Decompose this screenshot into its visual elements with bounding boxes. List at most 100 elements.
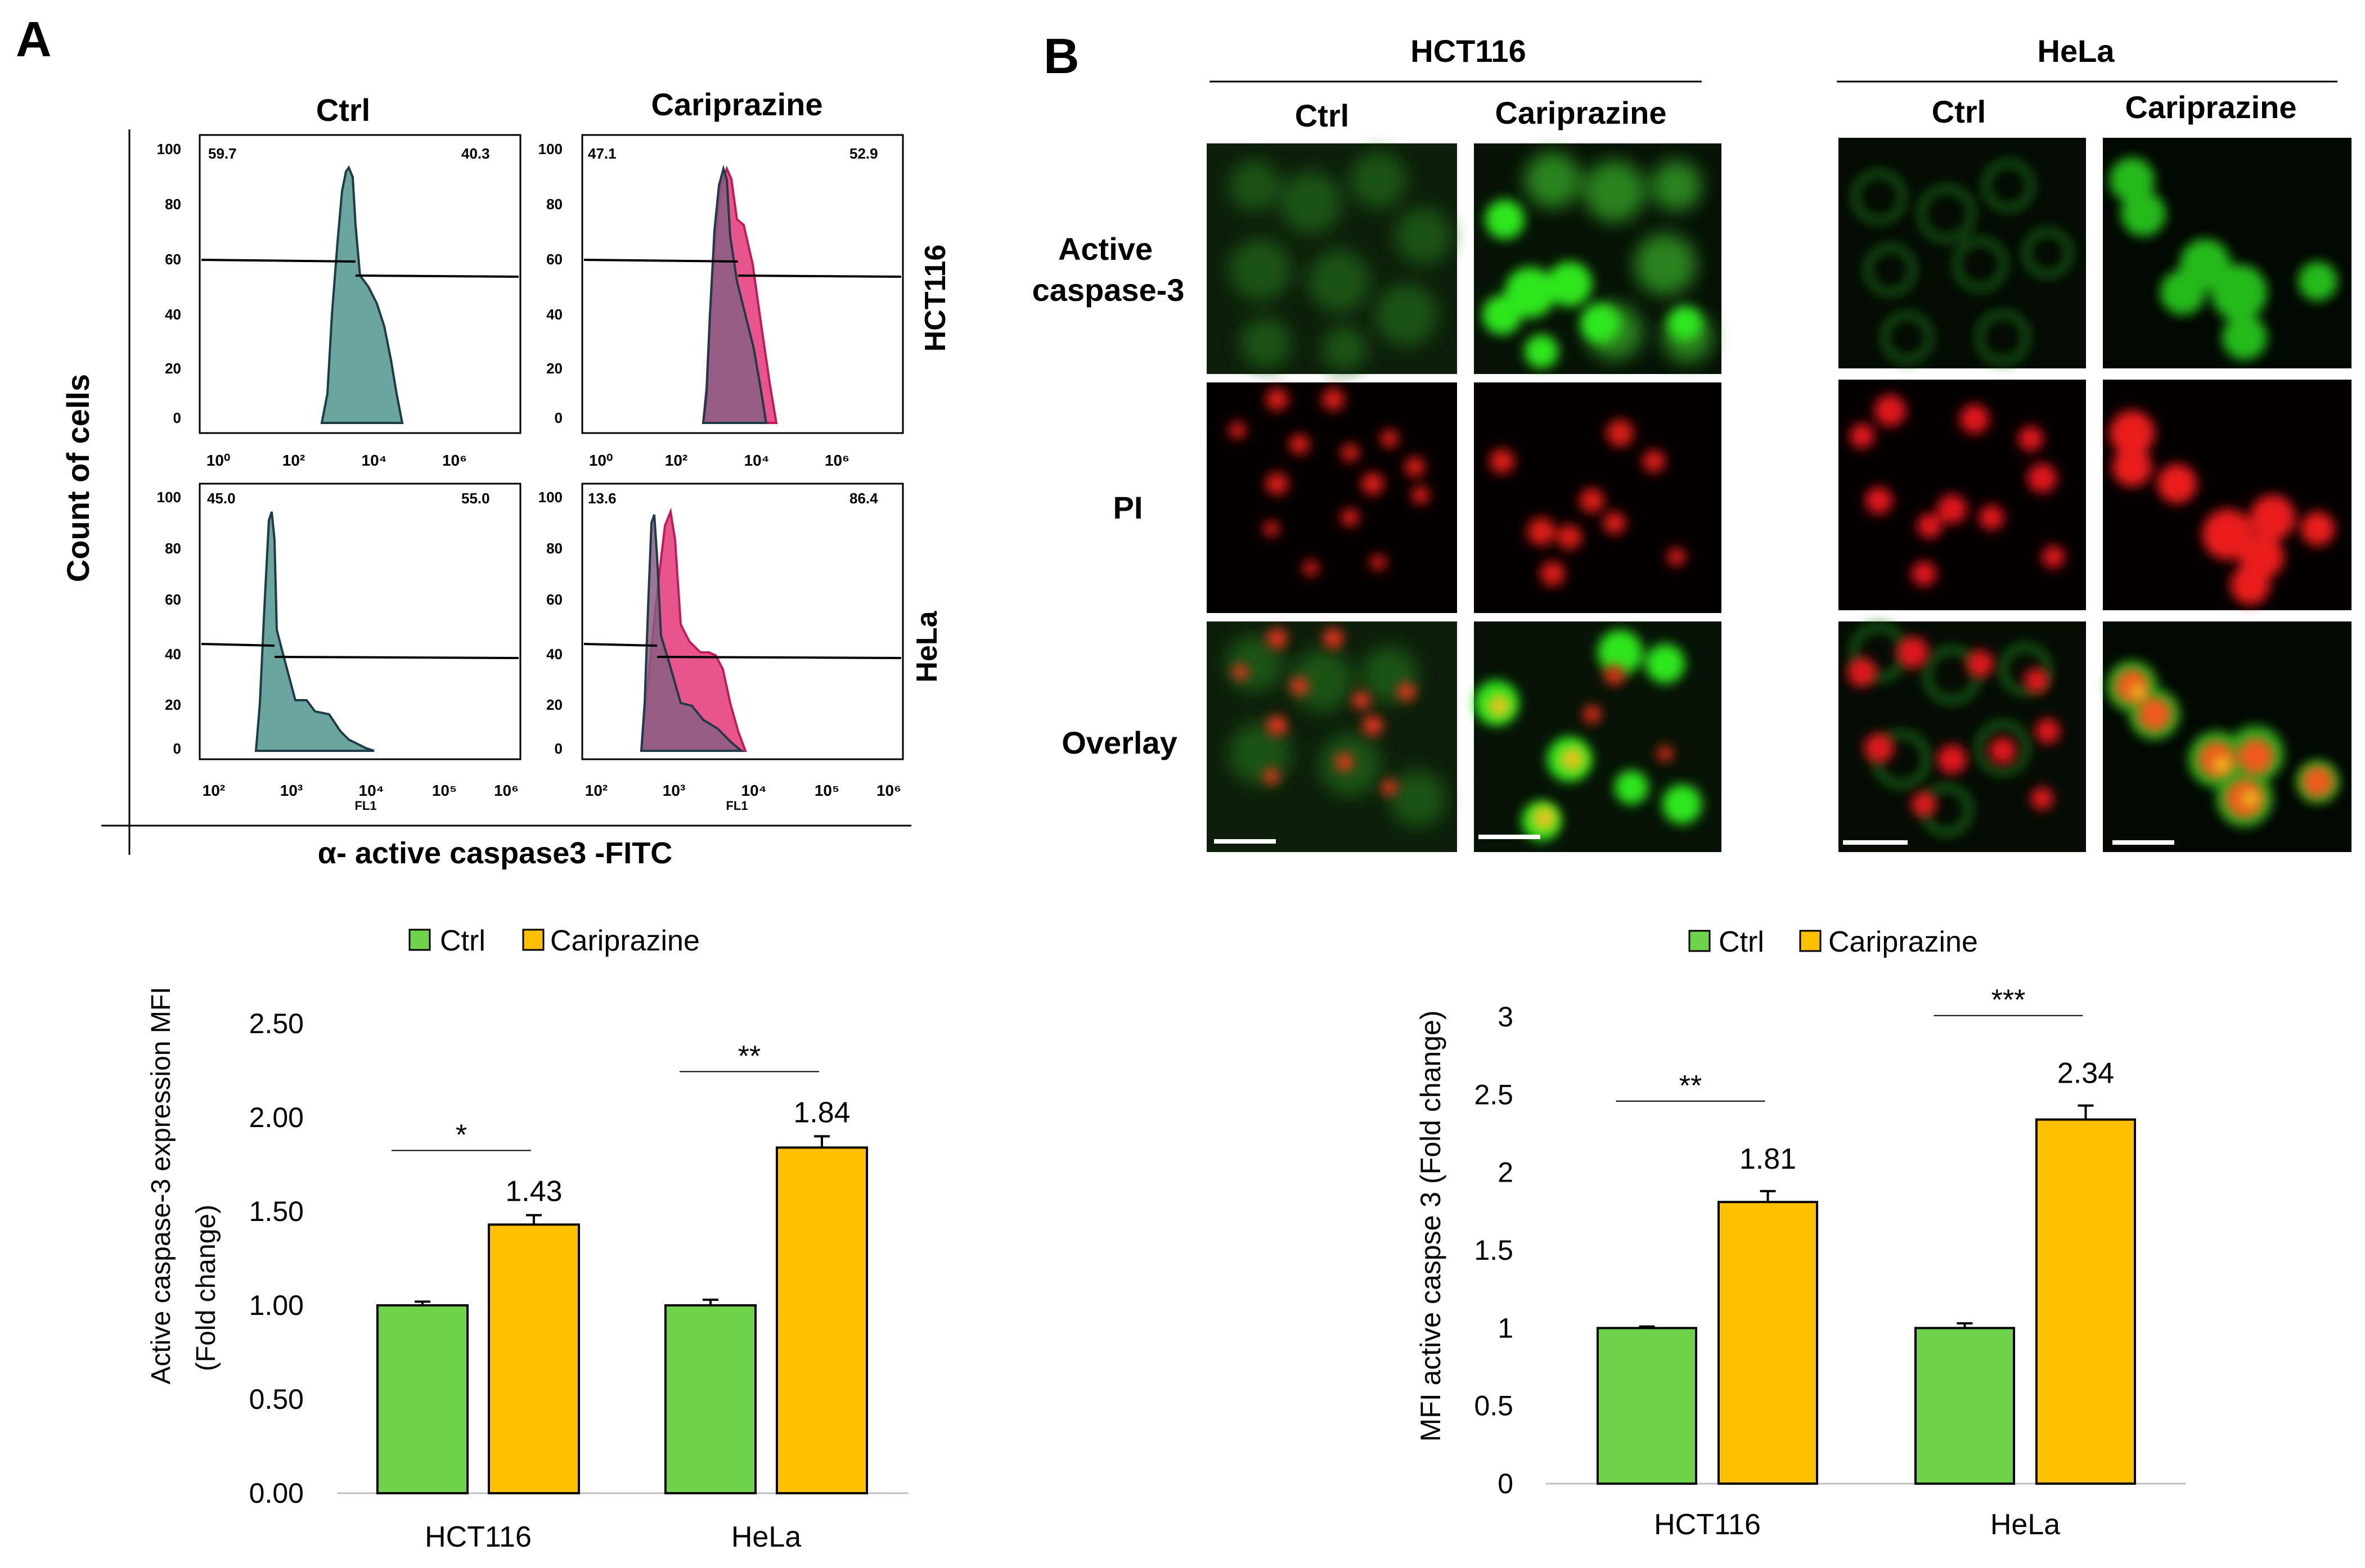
y-tick: 40 bbox=[546, 646, 563, 663]
flow-panel-border bbox=[199, 483, 521, 760]
y-tick: 0 bbox=[173, 409, 181, 426]
legend-label-cariprazine: Cariprazine bbox=[550, 925, 700, 957]
bright-cells bbox=[1482, 200, 1702, 368]
legend-label-ctrl: Ctrl bbox=[440, 925, 485, 957]
nuclei bbox=[2110, 411, 2335, 605]
micro-image-hela-ctrl-pi bbox=[1838, 380, 2086, 610]
x-tick: 10³ bbox=[663, 782, 685, 799]
micro-image-hela-cariprazine-caspase bbox=[2103, 138, 2351, 368]
micro-group-hela: HeLa bbox=[2038, 33, 2115, 69]
y-tick: 100 bbox=[157, 141, 181, 157]
cell-cluster bbox=[1229, 152, 1451, 371]
significance-marker: ** bbox=[1679, 1070, 1702, 1102]
x-tick: 10² bbox=[203, 782, 225, 799]
flow-panel-border bbox=[581, 483, 904, 760]
y-tick: 100 bbox=[157, 489, 181, 506]
bar-cariprazine-hct116 bbox=[488, 1223, 580, 1494]
micro-image-hela-cariprazine-pi bbox=[2103, 380, 2351, 610]
micro-image-hela-ctrl-caspase bbox=[1838, 138, 2086, 368]
fl1-label: FL1 bbox=[354, 799, 376, 813]
data-label: 2.34 bbox=[2057, 1057, 2114, 1090]
x-tick: 10⁶ bbox=[876, 782, 901, 799]
flow-panel-hct116-ctrl: 59.7 40.3 0 20 40 60 80 100 10⁰ 10² 10⁴ … bbox=[157, 134, 521, 469]
x-tick: 10⁴ bbox=[741, 782, 767, 799]
gate-percent-left: 59.7 bbox=[208, 145, 237, 162]
bar-cariprazine-hela bbox=[2035, 1118, 2136, 1485]
histogram-ctrl-overlay bbox=[702, 164, 768, 424]
flow-y-ticks: 0 20 40 60 80 100 bbox=[538, 141, 563, 426]
micro-col-ctrl: Ctrl bbox=[1295, 98, 1349, 133]
y-tick: 40 bbox=[546, 306, 563, 323]
flow-row-label-hct116: HCT116 bbox=[919, 245, 952, 352]
panel-label-a: A bbox=[16, 11, 52, 67]
scale-bar bbox=[2112, 840, 2174, 845]
y-tick-label: 1 bbox=[1498, 1312, 1513, 1344]
y-tick-label: 0.00 bbox=[249, 1477, 304, 1509]
gate-percent-right: 40.3 bbox=[461, 145, 490, 162]
y-tick: 80 bbox=[546, 540, 563, 557]
y-tick-label: 1.50 bbox=[249, 1196, 304, 1227]
flow-y-ticks: 0 20 40 60 80 100 bbox=[157, 489, 181, 757]
flow-x-axis-label: α- active caspase3 -FITC bbox=[318, 836, 672, 870]
gate-percent-left: 47.1 bbox=[588, 145, 617, 162]
y-tick: 80 bbox=[165, 196, 181, 213]
micro-image-hela-ctrl-overlay bbox=[1838, 621, 2086, 852]
y-tick: 40 bbox=[165, 306, 181, 323]
gate-line bbox=[201, 643, 275, 647]
gate-percent-right: 52.9 bbox=[849, 145, 878, 162]
legend-swatch-ctrl bbox=[1688, 930, 1711, 952]
fl1-label: FL1 bbox=[726, 799, 748, 813]
bar-ctrl-hct116 bbox=[376, 1304, 469, 1494]
nuclei-yellow bbox=[2130, 684, 2259, 808]
flow-panel-hct116-cariprazine: 47.1 52.9 0 20 40 60 80 100 10⁰ 10² 10⁴ … bbox=[538, 134, 904, 469]
cell-cluster bbox=[1852, 160, 2072, 364]
y-tick: 20 bbox=[546, 360, 563, 377]
nuclei bbox=[1847, 637, 2060, 817]
gate-line bbox=[583, 643, 658, 647]
flow-x-ticks: 10² 10³ 10⁴ 10⁵ 10⁶ bbox=[203, 782, 519, 799]
bar-ctrl-hct116 bbox=[1597, 1327, 1697, 1485]
significance-marker: * bbox=[456, 1119, 467, 1152]
x-tick: 10² bbox=[665, 452, 687, 469]
micro-row-label-caspase3: caspase-3 bbox=[1032, 272, 1185, 308]
y-tick-label: 2 bbox=[1498, 1157, 1513, 1188]
flow-col-header-ctrl: Ctrl bbox=[316, 92, 370, 128]
micro-image-hct116-ctrl-pi bbox=[1207, 382, 1457, 613]
flow-panel-hela-cariprazine: 13.6 86.4 0 20 40 60 80 100 10² 10³ 10⁴ … bbox=[538, 483, 904, 813]
y-tick-label: 0.50 bbox=[249, 1384, 304, 1415]
x-tick: 10² bbox=[282, 452, 305, 469]
y-tick: 60 bbox=[546, 251, 563, 268]
legend-swatch-cariprazine bbox=[1799, 930, 1822, 952]
x-tick: 10⁶ bbox=[442, 452, 467, 469]
gate-percent-left: 13.6 bbox=[588, 490, 617, 507]
x-tick: 10⁴ bbox=[744, 452, 770, 469]
gate-line bbox=[583, 259, 739, 263]
scale-bar bbox=[1214, 839, 1276, 844]
x-tick: 10⁰ bbox=[206, 452, 230, 469]
bar-ctrl-hela bbox=[1914, 1327, 2015, 1485]
micro-group-hct116: HCT116 bbox=[1410, 33, 1526, 69]
x-tick: 10⁶ bbox=[494, 782, 519, 799]
legend-label-cariprazine: Cariprazine bbox=[1828, 926, 1978, 958]
x-tick: 10⁴ bbox=[359, 782, 384, 799]
legend-chart-1: Ctrl Cariprazine bbox=[408, 925, 700, 957]
bright-cells bbox=[2110, 157, 2337, 360]
x-tick: 10⁴ bbox=[362, 452, 387, 469]
x-tick-label: HeLa bbox=[731, 1521, 801, 1553]
y-tick: 40 bbox=[165, 646, 181, 663]
flow-x-ticks: 10⁰ 10² 10⁴ 10⁶ bbox=[206, 452, 467, 469]
y-tick: 60 bbox=[165, 251, 181, 268]
y-tick-label: 2.00 bbox=[249, 1102, 304, 1133]
micro-row-label-pi: PI bbox=[1113, 490, 1143, 525]
y-tick: 20 bbox=[165, 696, 181, 713]
x-tick: 10² bbox=[585, 782, 608, 799]
chart2-ylabel: MFI active caspse 3 (Fold change) bbox=[1415, 1011, 1446, 1442]
legend-swatch-cariprazine bbox=[522, 929, 545, 951]
gate-percent-right: 86.4 bbox=[849, 490, 878, 507]
chart1-ylabel-line2: (Fold change) bbox=[191, 1205, 221, 1371]
nuclei bbox=[1850, 395, 2065, 586]
micro-col-ctrl: Ctrl bbox=[1932, 94, 1986, 129]
micro-image-hct116-cariprazine-pi bbox=[1474, 382, 1721, 613]
x-tick: 10⁶ bbox=[825, 452, 849, 469]
